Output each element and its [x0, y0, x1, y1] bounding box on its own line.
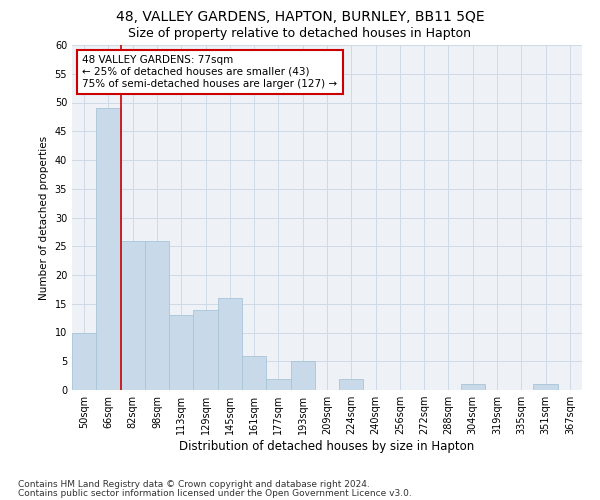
Bar	[72, 332, 96, 390]
Text: 48, VALLEY GARDENS, HAPTON, BURNLEY, BB11 5QE: 48, VALLEY GARDENS, HAPTON, BURNLEY, BB1…	[116, 10, 484, 24]
Bar	[96, 108, 121, 390]
Bar	[266, 378, 290, 390]
Y-axis label: Number of detached properties: Number of detached properties	[39, 136, 49, 300]
Bar	[290, 361, 315, 390]
Bar	[169, 316, 193, 390]
Text: Contains public sector information licensed under the Open Government Licence v3: Contains public sector information licen…	[18, 488, 412, 498]
Text: Contains HM Land Registry data © Crown copyright and database right 2024.: Contains HM Land Registry data © Crown c…	[18, 480, 370, 489]
Bar	[533, 384, 558, 390]
Text: 48 VALLEY GARDENS: 77sqm
← 25% of detached houses are smaller (43)
75% of semi-d: 48 VALLEY GARDENS: 77sqm ← 25% of detach…	[82, 56, 337, 88]
Bar	[242, 356, 266, 390]
Bar	[461, 384, 485, 390]
Bar	[193, 310, 218, 390]
Bar	[145, 240, 169, 390]
X-axis label: Distribution of detached houses by size in Hapton: Distribution of detached houses by size …	[179, 440, 475, 453]
Text: Size of property relative to detached houses in Hapton: Size of property relative to detached ho…	[128, 28, 472, 40]
Bar	[121, 240, 145, 390]
Bar	[218, 298, 242, 390]
Bar	[339, 378, 364, 390]
